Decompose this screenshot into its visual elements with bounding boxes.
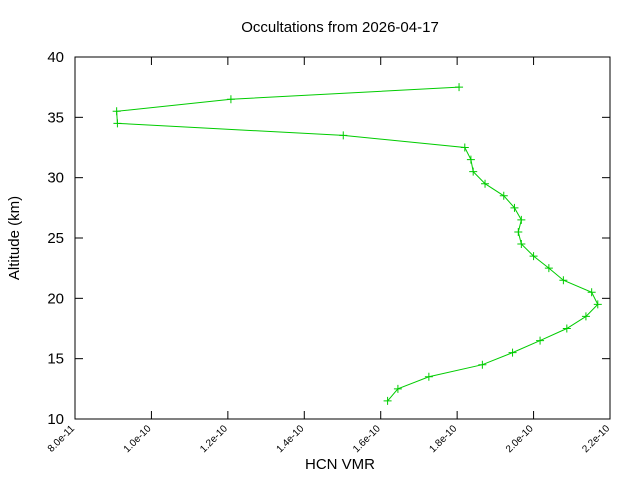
- x-tick-label: 1.0e-10: [122, 423, 154, 455]
- x-tick-label: 1.8e-10: [427, 423, 459, 455]
- y-tick-labels: 10 15 20 25 30 35 40: [47, 49, 64, 428]
- data-point-marker: [593, 300, 602, 309]
- data-point-marker: [529, 252, 538, 261]
- x-axis-label: HCN VMR: [305, 456, 375, 473]
- data-point-marker: [517, 240, 526, 249]
- data-point-marker: [559, 276, 568, 285]
- data-point-marker: [113, 119, 122, 128]
- data-point-marker: [424, 372, 433, 381]
- plot-frame: [74, 56, 611, 420]
- y-tick-label: 30: [47, 170, 64, 187]
- data-point-marker: [393, 384, 402, 393]
- y-tick-label: 15: [47, 351, 64, 368]
- data-point-marker: [499, 191, 508, 200]
- data-series: [112, 83, 602, 405]
- x-tick-labels: 8.0e-11 1.0e-10 1.2e-10 1.4e-10 1.6e-10 1.8e-…: [46, 423, 613, 455]
- data-point-marker: [536, 336, 545, 345]
- data-point-marker: [469, 167, 478, 176]
- data-point-marker: [587, 288, 596, 297]
- data-point-marker: [466, 155, 475, 164]
- y-axis-label: Altitude (km): [6, 196, 23, 280]
- axis-ticks: [74, 56, 611, 420]
- x-tick-label: 2.0e-10: [504, 423, 536, 455]
- y-tick-label: 25: [47, 230, 64, 247]
- x-tick-label: 1.2e-10: [198, 423, 230, 455]
- y-tick-label: 20: [47, 290, 64, 307]
- data-point-marker: [339, 131, 348, 140]
- data-point-marker: [112, 107, 121, 116]
- data-point-marker: [481, 179, 490, 188]
- x-tick-label: 2.2e-10: [580, 423, 612, 455]
- data-point-marker: [562, 324, 571, 333]
- chart-title: Occultations from 2026-04-17: [241, 19, 439, 36]
- data-point-marker: [508, 348, 517, 357]
- data-point-marker: [455, 83, 464, 92]
- data-point-marker: [544, 264, 553, 273]
- x-tick-label: 1.4e-10: [275, 423, 307, 455]
- x-tick-label: 1.6e-10: [351, 423, 383, 455]
- data-point-marker: [226, 95, 235, 104]
- y-tick-label: 35: [47, 109, 64, 126]
- y-tick-label: 10: [47, 411, 64, 428]
- data-point-marker: [514, 227, 523, 236]
- data-point-marker: [383, 396, 392, 405]
- data-point-marker: [581, 312, 590, 321]
- y-tick-label: 40: [47, 49, 64, 66]
- data-point-marker: [510, 203, 519, 212]
- data-point-marker: [517, 215, 526, 224]
- data-point-marker: [478, 360, 487, 369]
- series-line: [116, 86, 599, 402]
- data-point-marker: [460, 143, 469, 152]
